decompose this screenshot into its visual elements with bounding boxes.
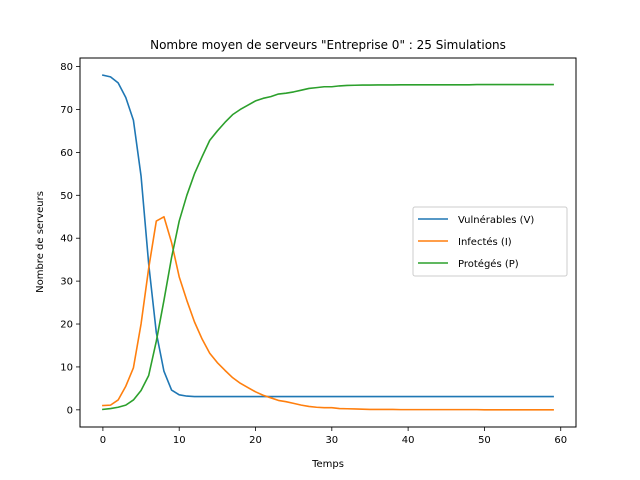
y-tick-label: 0 [67,405,73,416]
series-line-0 [101,74,554,398]
axes-frame [79,57,577,428]
x-axis-label: Temps [311,459,344,470]
y-tick-label: 70 [60,105,73,116]
legend-label-1: Infectés (I) [458,236,512,248]
chart-title: Nombre moyen de serveurs "Entreprise 0" … [150,38,506,52]
y-tick-label: 50 [60,191,73,202]
x-tick-label: 30 [325,435,338,446]
x-tick-label: 40 [402,435,415,446]
y-tick-label: 30 [60,277,73,288]
x-tick-label: 10 [173,435,186,446]
x-tick-label: 20 [249,435,262,446]
y-tick-label: 60 [60,148,73,159]
x-axis: 0 10 20 30 40 50 60 [100,427,567,446]
legend-box [412,206,568,277]
y-tick-label: 40 [60,234,73,245]
x-tick-label: 0 [100,435,106,446]
y-axis: 0 10 20 30 40 50 60 70 80 [60,62,80,416]
y-tick-label: 20 [60,320,73,331]
y-tick-label: 80 [60,62,73,73]
legend-label-2: Protégés (P) [458,258,519,270]
x-tick-label: 60 [554,435,567,446]
y-axis-label: Nombre de serveurs [35,191,46,293]
series-line-1 [102,215,554,411]
series-line-2 [102,83,554,411]
legend-label-0: Vulnérables (V) [458,214,534,226]
plot-area [101,74,554,411]
x-tick-label: 50 [478,435,491,446]
y-tick-label: 10 [60,362,73,373]
legend: Vulnérables (V) Infectés (I) Protégés (P) [412,206,568,277]
